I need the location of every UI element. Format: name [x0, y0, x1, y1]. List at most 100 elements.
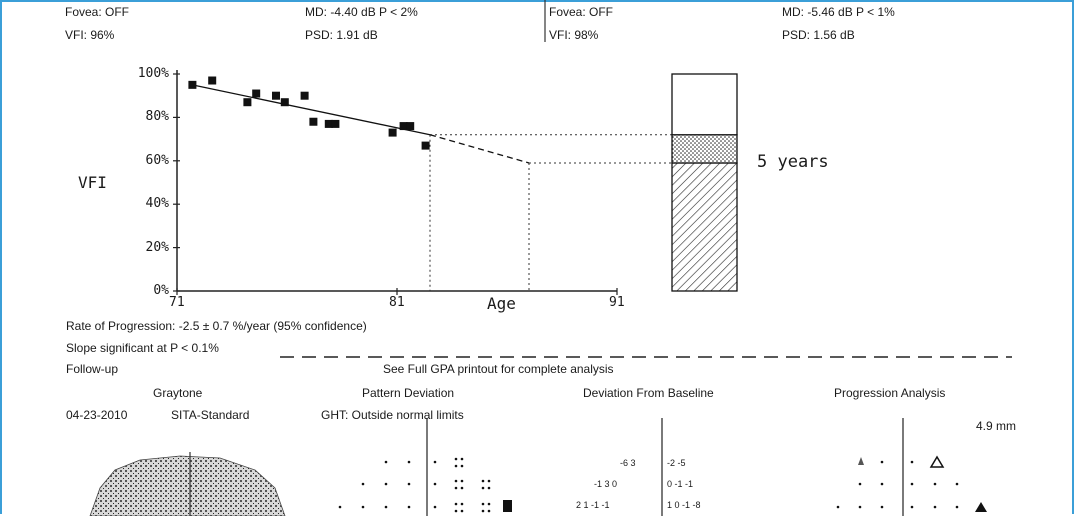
projection-line — [429, 134, 530, 164]
graytone-plot — [89, 452, 286, 516]
psd-left: PSD: 1.91 dB — [305, 28, 378, 42]
data-point — [324, 119, 333, 128]
data-point — [243, 98, 252, 107]
progression-dot — [910, 460, 914, 464]
pattern-dot — [454, 457, 458, 461]
chart-axes — [173, 70, 618, 295]
pattern-symbols — [338, 457, 512, 513]
pattern-dot — [487, 479, 491, 483]
projection-guides — [429, 134, 672, 291]
pattern-dot — [460, 502, 464, 506]
pattern-dot — [460, 509, 464, 513]
see-full-gpa: See Full GPA printout for complete analy… — [383, 362, 614, 376]
data-point — [280, 98, 289, 107]
y-tick-label: 20% — [145, 239, 169, 255]
x-tick-label: 81 — [389, 295, 405, 310]
progression-analysis-title: Progression Analysis — [834, 386, 946, 400]
test-strategy: SITA-Standard — [171, 408, 250, 422]
exam-date: 04-23-2010 — [66, 408, 128, 422]
progression-dot — [933, 482, 937, 486]
y-tick-label: 60% — [145, 152, 169, 168]
dev-row1-left: -6 3 — [620, 458, 636, 468]
graytone-title: Graytone — [153, 386, 203, 400]
progression-dot — [880, 505, 884, 509]
y-tick-label: 40% — [145, 196, 169, 212]
progression-mark — [858, 457, 864, 465]
y-axis-label: VFI — [78, 173, 107, 192]
regression-line — [192, 84, 431, 136]
md-left: MD: -4.40 dB P < 2% — [305, 5, 418, 19]
data-point — [188, 80, 197, 89]
dev-row2-left: -1 3 0 — [594, 479, 618, 489]
follow-up-label: Follow-up — [66, 362, 119, 376]
x-axis-label: Age — [487, 294, 516, 313]
progression-dot — [858, 505, 862, 509]
data-point — [388, 128, 397, 137]
dev-row2-right: 0 -1 -1 — [667, 479, 694, 489]
pattern-dot — [460, 457, 464, 461]
pattern-dot — [454, 479, 458, 483]
progression-dot — [910, 505, 914, 509]
remaining-segment — [671, 73, 738, 136]
pattern-dot — [407, 482, 411, 486]
pattern-dot — [487, 486, 491, 490]
vfi-left: VFI: 96% — [65, 28, 115, 42]
psd-right: PSD: 1.56 dB — [782, 28, 855, 42]
projection-bar — [671, 73, 738, 292]
data-point — [421, 141, 430, 150]
pattern-dot — [487, 502, 491, 506]
progression-dot — [880, 460, 884, 464]
pattern-dot — [338, 505, 342, 509]
dev-row3-right: 1 0 -1 -8 — [667, 500, 701, 510]
data-point — [399, 122, 408, 131]
pattern-deviation-title: Pattern Deviation — [362, 386, 455, 400]
current-loss-segment — [671, 134, 738, 164]
progression-triangle-open — [929, 455, 945, 468]
pattern-symbol-dark — [503, 500, 512, 512]
pattern-dot — [384, 505, 388, 509]
progression-symbols — [836, 455, 987, 512]
pattern-dot — [454, 509, 458, 513]
pattern-dot — [454, 464, 458, 468]
vfi-right: VFI: 98% — [549, 28, 599, 42]
progression-dot — [955, 505, 959, 509]
pattern-dot — [361, 482, 365, 486]
data-point — [309, 117, 318, 126]
x-tick-label: 71 — [169, 295, 185, 310]
y-tick-label: 80% — [145, 109, 169, 125]
pattern-dot — [460, 486, 464, 490]
pattern-dot — [460, 464, 464, 468]
deviation-baseline-title: Deviation From Baseline — [583, 386, 714, 400]
rate-of-progression: Rate of Progression: -2.5 ± 0.7 %/year (… — [66, 319, 367, 333]
pupil-diameter: 4.9 mm — [976, 419, 1017, 433]
y-tick-label: 100% — [137, 66, 169, 81]
pattern-dot — [433, 482, 437, 486]
pattern-dot — [454, 502, 458, 506]
pattern-dot — [454, 486, 458, 490]
progression-dot — [880, 482, 884, 486]
progression-dot — [858, 482, 862, 486]
projection-years: 5 years — [757, 152, 829, 172]
dev-row1-right: -2 -5 — [667, 458, 686, 468]
projected-loss-segment — [671, 162, 738, 292]
data-point — [252, 89, 261, 98]
pattern-dot — [407, 505, 411, 509]
data-point — [331, 119, 340, 128]
md-right: MD: -5.46 dB P < 1% — [782, 5, 895, 19]
pattern-dot — [481, 502, 485, 506]
trend-line — [192, 84, 530, 164]
slope-significance: Slope significant at P < 0.1% — [66, 341, 219, 355]
pattern-dot — [481, 509, 485, 513]
pattern-dot — [481, 479, 485, 483]
data-point — [300, 91, 309, 100]
dev-row3-left: 2 1 -1 -1 — [576, 500, 610, 510]
pattern-dot — [384, 482, 388, 486]
progression-dot — [933, 505, 937, 509]
data-points — [188, 76, 430, 150]
ght-result: GHT: Outside normal limits — [321, 408, 464, 422]
pattern-dot — [460, 479, 464, 483]
progression-dot — [836, 505, 840, 509]
fovea-left: Fovea: OFF — [65, 5, 130, 19]
pattern-dot — [433, 460, 437, 464]
